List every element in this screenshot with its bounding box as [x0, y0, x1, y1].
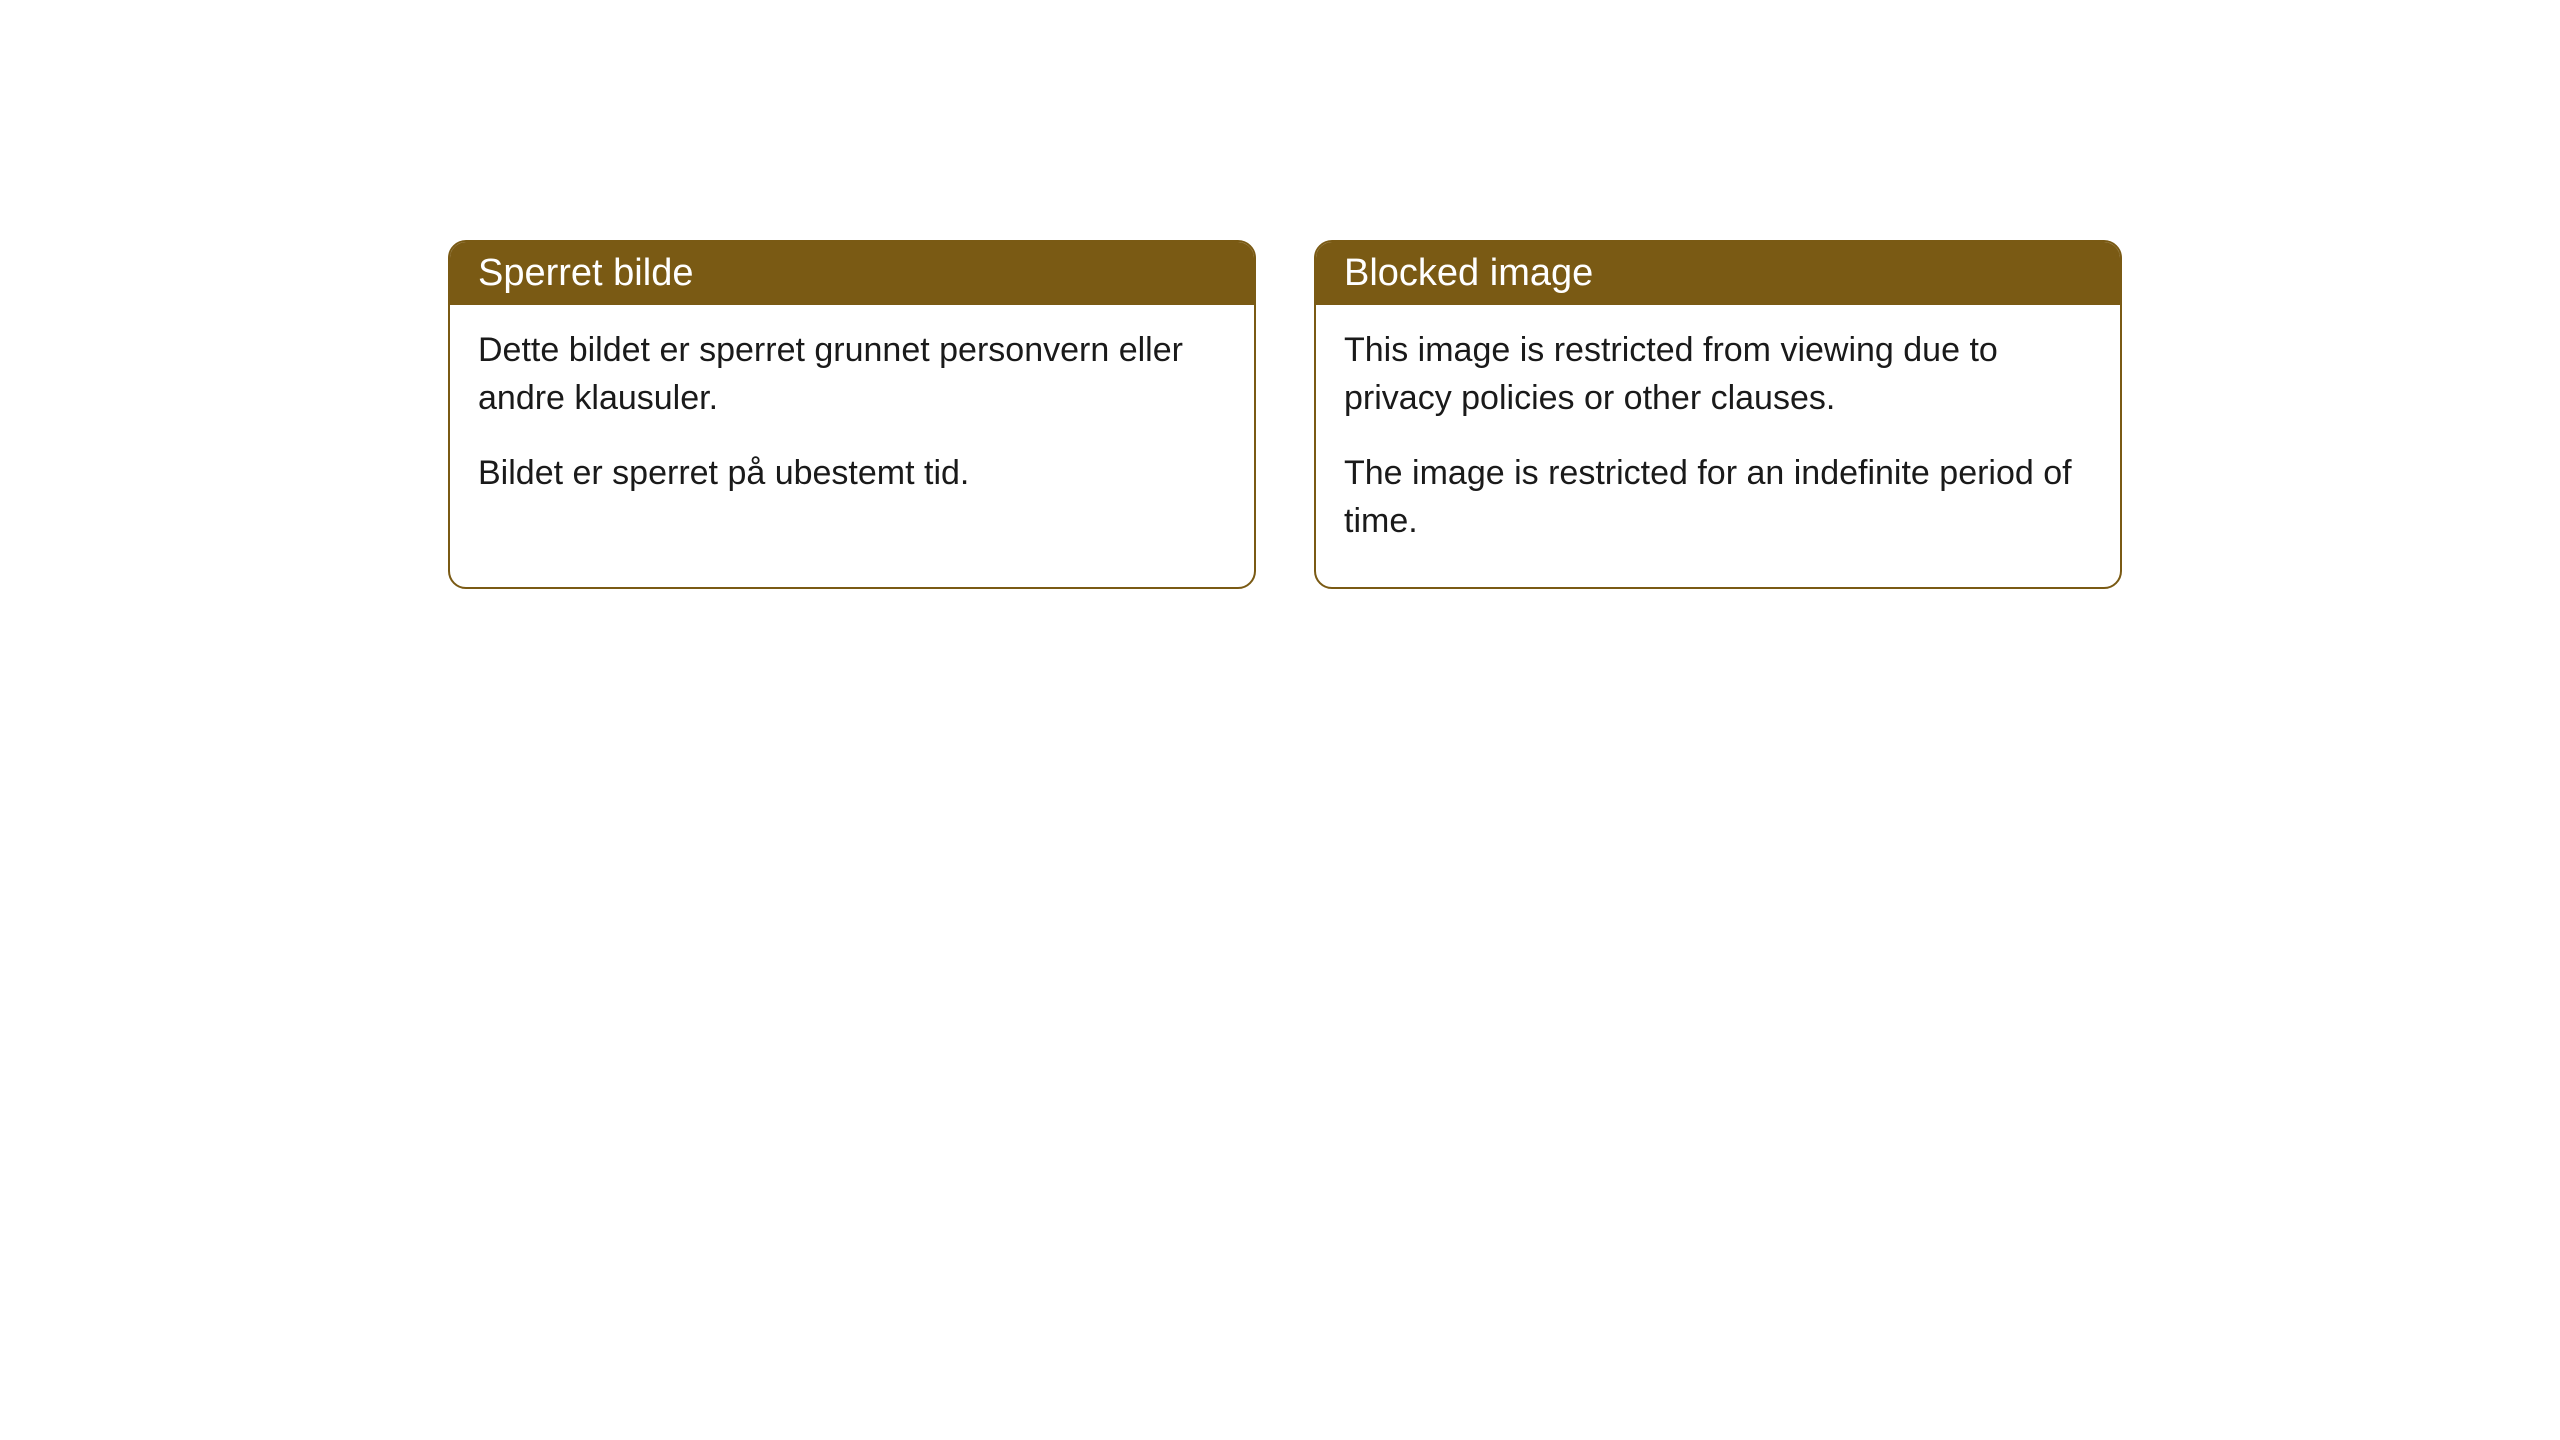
notice-card-english: Blocked image This image is restricted f… [1314, 240, 2122, 589]
card-title: Sperret bilde [478, 252, 693, 294]
card-header: Sperret bilde [450, 242, 1254, 305]
card-body: Dette bildet er sperret grunnet personve… [450, 305, 1254, 540]
card-paragraph: This image is restricted from viewing du… [1344, 327, 2092, 422]
card-title: Blocked image [1344, 252, 1593, 294]
card-header: Blocked image [1316, 242, 2120, 305]
notice-cards-container: Sperret bilde Dette bildet er sperret gr… [448, 240, 2122, 589]
notice-card-norwegian: Sperret bilde Dette bildet er sperret gr… [448, 240, 1256, 589]
card-paragraph: The image is restricted for an indefinit… [1344, 450, 2092, 545]
card-paragraph: Dette bildet er sperret grunnet personve… [478, 327, 1226, 422]
card-body: This image is restricted from viewing du… [1316, 305, 2120, 587]
card-paragraph: Bildet er sperret på ubestemt tid. [478, 450, 1226, 498]
